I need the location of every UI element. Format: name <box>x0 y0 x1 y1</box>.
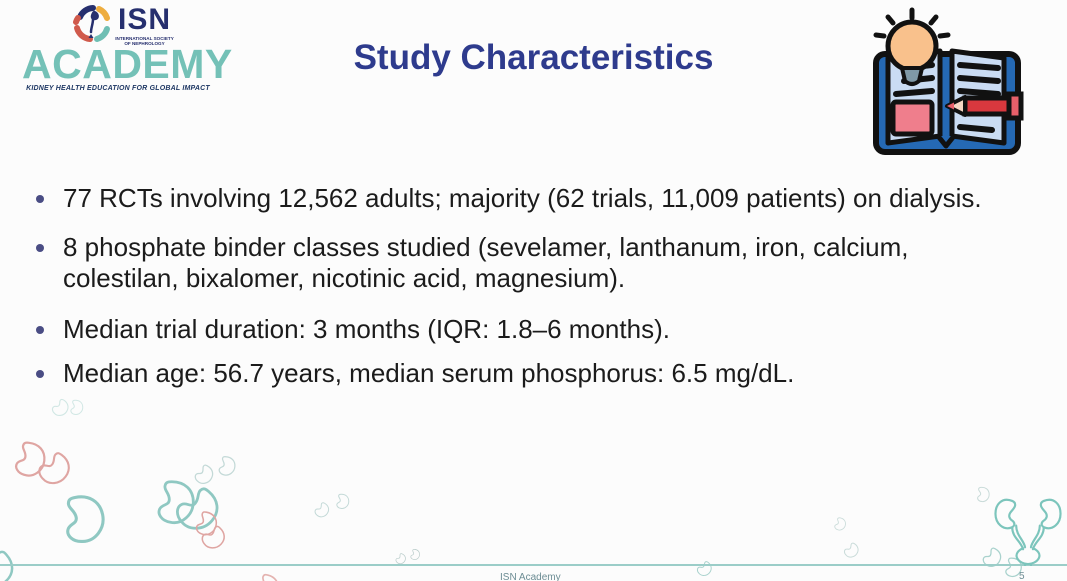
bullet-list: 77 RCTs involving 12,562 adults; majorit… <box>33 183 1005 389</box>
right-page-lines <box>957 62 1001 133</box>
divider-line <box>0 564 1067 566</box>
logo-org-column: ISN INTERNATIONAL SOCIETY OF NEPHROLOGY <box>115 3 175 47</box>
logo-tagline: KIDNEY HEALTH EDUCATION FOR GLOBAL IMPAC… <box>26 85 210 92</box>
footer-label: ISN Academy <box>500 572 561 581</box>
logo-org-text: ISN <box>117 3 171 36</box>
pink-note <box>890 99 935 137</box>
open-book-lightbulb-pencil-icon <box>873 7 1024 155</box>
kidneys-bladder-outline-icon <box>994 498 1062 566</box>
lightbulb <box>885 19 939 86</box>
list-item: 8 phosphate binder classes studied (seve… <box>33 232 1005 294</box>
pencil <box>945 91 1024 121</box>
isn-academy-logo: ISN INTERNATIONAL SOCIETY OF NEPHROLOGY … <box>22 4 233 93</box>
bullet-dot <box>36 195 44 203</box>
bullet-text: 77 RCTs involving 12,562 adults; majorit… <box>63 183 982 213</box>
lightbulb-rays <box>873 7 951 39</box>
list-item: 77 RCTs involving 12,562 adults; majorit… <box>33 183 1005 214</box>
bullet-text: Median age: 56.7 years, median serum pho… <box>63 358 795 388</box>
bullet-dot <box>36 244 44 252</box>
page-title: Study Characteristics <box>353 38 714 77</box>
bullet-text: 8 phosphate binder classes studied (seve… <box>63 232 909 293</box>
bullet-text: Median trial duration: 3 months (IQR: 1.… <box>63 314 670 344</box>
page-number: 5 <box>1019 571 1025 581</box>
isn-ring-kidney-icon <box>72 5 110 42</box>
list-item: Median age: 56.7 years, median serum pho… <box>33 358 1005 389</box>
logo-program-text: ACADEMY <box>22 41 233 87</box>
bullet-dot <box>36 370 44 378</box>
list-item: Median trial duration: 3 months (IQR: 1.… <box>33 314 1005 345</box>
logo-org-subtext: INTERNATIONAL SOCIETY OF NEPHROLOGY <box>115 36 174 46</box>
logo-top-row: ISN INTERNATIONAL SOCIETY OF NEPHROLOGY <box>32 4 214 46</box>
bullet-dot <box>36 326 44 334</box>
